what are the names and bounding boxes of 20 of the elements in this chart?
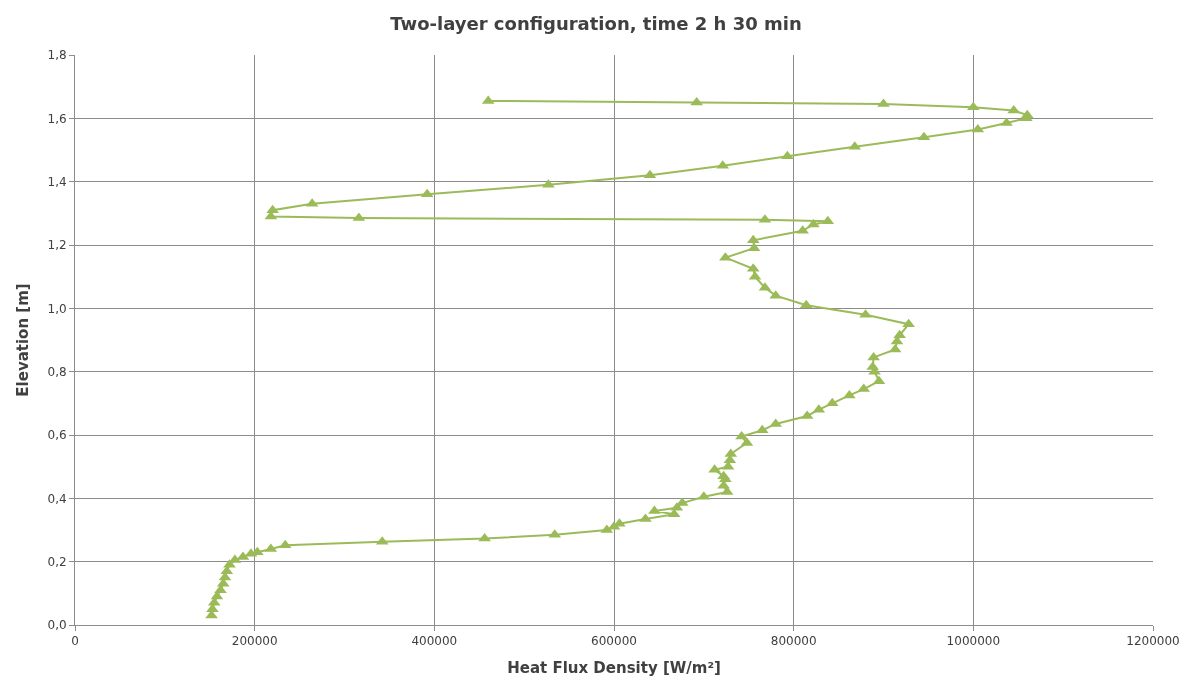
x-tick-label: 1200000 bbox=[1126, 634, 1180, 649]
y-tick-label: 0,8 bbox=[47, 364, 67, 379]
y-tick-label: 1,0 bbox=[47, 301, 67, 316]
y-tick-label: 0,4 bbox=[47, 491, 67, 506]
x-tick-label: 600000 bbox=[591, 634, 637, 649]
y-tick-label: 0,6 bbox=[47, 428, 67, 443]
x-tick-label: 200000 bbox=[231, 634, 278, 649]
x-tick-label: 400000 bbox=[411, 634, 458, 649]
y-axis-title: Elevation [m] bbox=[13, 283, 32, 397]
x-tick-label: 800000 bbox=[770, 634, 817, 649]
y-tick-label: 0,0 bbox=[47, 618, 67, 633]
chart-title: Two-layer configuration, time 2 h 30 min bbox=[390, 12, 802, 34]
y-tick-label: 1,8 bbox=[47, 48, 67, 63]
y-tick-label: 1,2 bbox=[47, 238, 67, 253]
x-tick-label: 0 bbox=[71, 634, 79, 649]
x-tick-label: 1000000 bbox=[946, 634, 1001, 649]
y-tick-label: 1,4 bbox=[47, 174, 67, 189]
x-axis-title: Heat Flux Density [W/m²] bbox=[507, 659, 721, 678]
y-tick-label: 0,2 bbox=[47, 554, 67, 569]
y-tick-label: 1,6 bbox=[47, 111, 67, 126]
